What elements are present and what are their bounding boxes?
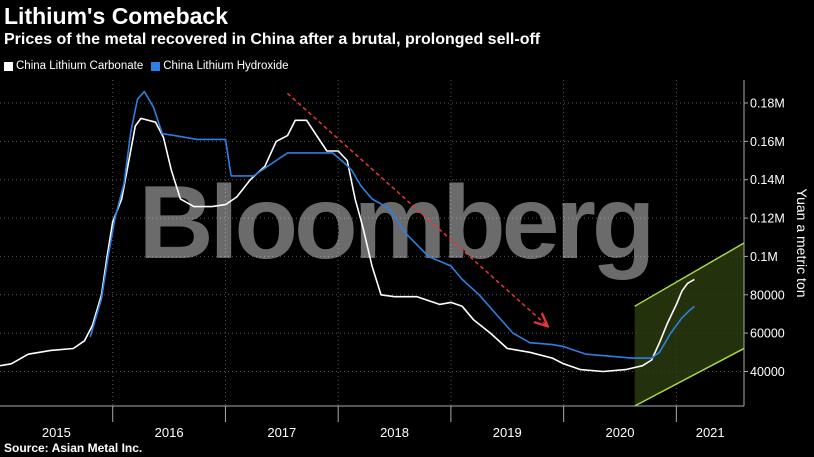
y-tick-label: 0.16M: [750, 135, 785, 149]
legend-label-hydroxide: China Lithium Hydroxide: [163, 60, 289, 72]
legend-swatch-hydroxide: [151, 61, 161, 71]
legend-swatch-carbonate: [4, 61, 13, 71]
y-tick-label: 40000: [750, 365, 785, 379]
x-tick-label-2020: 2020: [606, 425, 635, 440]
y-tick-label: 0.18M: [750, 97, 785, 111]
x-tick-label-2018: 2018: [380, 425, 409, 440]
legend-label-carbonate: China Lithium Carbonate: [16, 60, 144, 72]
legend-item-hydroxide: China Lithium Hydroxide: [151, 60, 289, 72]
y-tick-label: 0.1M: [750, 250, 778, 264]
chart-title: Lithium's Comeback: [4, 3, 229, 29]
channel-group: [634, 242, 744, 406]
channel-fill: [634, 243, 744, 406]
y-axis-title: Yuan a metric ton: [794, 189, 810, 298]
y-tick-label: 60000: [750, 327, 785, 341]
legend-item-carbonate: China Lithium Carbonate: [4, 60, 143, 72]
channel-upper-line: [634, 242, 744, 307]
trend-arrow: [286, 92, 546, 325]
source-note: Source: Asian Metal Inc.: [4, 441, 143, 455]
series-line-hydroxide: [89, 90, 695, 359]
x-tick-label-2017: 2017: [267, 425, 296, 440]
x-tick-label-2021: 2021: [696, 425, 725, 440]
x-tick-label-2019: 2019: [493, 425, 522, 440]
bloomberg-watermark: Bloomberg: [139, 165, 652, 281]
channel-lower-line: [634, 347, 744, 406]
y-tick-label: 0.12M: [750, 212, 785, 226]
y-tick-label: 80000: [750, 288, 785, 302]
y-tick-label: 0.14M: [750, 173, 785, 187]
chart-subtitle: Prices of the metal recovered in China a…: [4, 31, 541, 48]
x-tick-label-2016: 2016: [155, 425, 184, 440]
legend: China Lithium Carbonate China Lithium Hy…: [4, 60, 289, 72]
x-tick-label-2015: 2015: [42, 425, 71, 440]
